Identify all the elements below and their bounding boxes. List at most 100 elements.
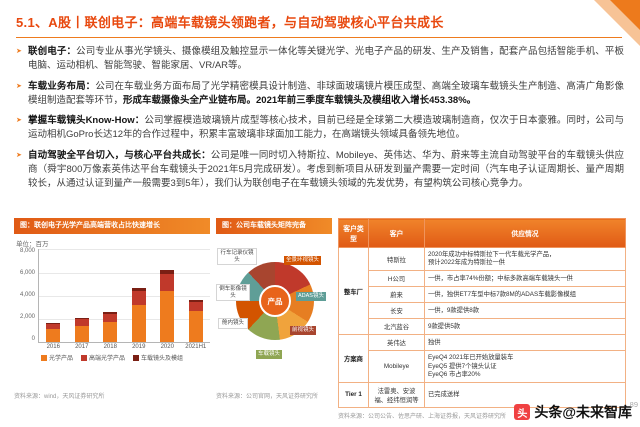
- table-header-cell: 客户: [368, 218, 425, 248]
- bar-2016: [46, 249, 61, 343]
- supply-cell: 独供: [424, 334, 626, 352]
- bar-series: [39, 249, 210, 343]
- watermark: 头 头条@未来智库: [514, 402, 632, 422]
- supply-line: 预计2022年成为特斯拉一供: [428, 259, 505, 267]
- bullet-item: ➤ 自动驾驶全平台切入，与核心平台共成长：公司是唯一同时切入特斯拉、Mobiley…: [16, 149, 624, 192]
- table-row: 整车厂 特斯拉 2020年成功中标特斯拉下一代车载光学产品， 预计2022年成为特斯拉…: [338, 246, 626, 336]
- bullet-text: 公司专业从事光学镜头、摄像模组及触控显示一体化等关键光学、光电子产品的研发、生产…: [28, 46, 624, 72]
- supply-line: EyeQ6 市占率20%: [428, 370, 481, 378]
- client-cell: 特斯拉: [368, 246, 425, 272]
- bar-2019: [131, 249, 146, 343]
- bullet-text: 车载业务布局：: [28, 80, 96, 92]
- table-row: H公司 一供，市占率74%份额；中标多款高端车载镜头一供: [339, 270, 626, 288]
- bullet-arrow-icon: ➤: [16, 151, 22, 159]
- source-note: 资料来源：wind，天风证券研究所: [14, 394, 105, 400]
- supply-cell: EyeQ4 2021年已开始放量装车 EyeQ5 提供7个镜头认证 EyeQ6 市占…: [424, 350, 626, 383]
- source-note: 资料来源：公司公告、佐思产研、上海证券报，天风证券研究所: [338, 413, 507, 420]
- bullet-text: 掌握车载镜头Know-How：: [28, 115, 145, 126]
- bullet-text: 联创电子：: [28, 46, 77, 57]
- title-divider: [16, 37, 622, 38]
- supply-cell: 一供，9款提供8款: [424, 302, 626, 320]
- supply-line: 9款提供5款: [428, 322, 461, 330]
- bullet-text: 公司在车载业务方面布局了光学精密模具设计制造、非球面玻璃镜片模压成型、高端全玻璃…: [28, 80, 624, 106]
- legend-label: 光学产品: [48, 356, 73, 363]
- pie-label-chip: 舱内镜头: [218, 318, 248, 329]
- legend-item: 光学产品: [40, 353, 73, 363]
- pie-chart-title: 图：公司车载镜头矩阵完备: [216, 218, 332, 235]
- pie-center-label: 产品: [259, 285, 291, 318]
- pie-chart-panel: 图：公司车载镜头矩阵完备 产品 行车记录仪镜头 倒车影像镜头舱内镜头车载镜头 全景环…: [216, 218, 332, 400]
- pie-label-chip: 全景环视镜头: [284, 256, 322, 265]
- pie-label-chip: 行车记录仪镜头: [217, 248, 257, 266]
- supply-table: 客户类型 客户 供应情况 整车厂 特斯拉 2020年成功中标特斯拉下一代车载光学产品， 预计…: [338, 218, 626, 408]
- pie-label-chip: 倒车影像镜头: [216, 284, 250, 302]
- x-tick-label: 2018: [103, 344, 117, 351]
- supply-line: 已完成送样: [428, 390, 460, 398]
- pie-label-chip: 车载镜头: [256, 350, 283, 359]
- x-tick-label: 2016: [46, 344, 60, 351]
- bar-chart-panel: 图：联创电子光学产品高端营收占比快速增长 单位：百万 8,000 6,000 4,0…: [14, 218, 210, 400]
- supply-cell: 一供，独供ET7车型中标7款8M的ADAS车载影像模组: [424, 286, 626, 304]
- supply-cell: 已完成送样: [424, 381, 626, 408]
- supply-line: 一供，独供ET7车型中标7款8M的ADAS车载影像模组: [428, 290, 576, 298]
- supply-line: 一供，市占率74%份额；中标多款高端车载镜头一供: [428, 274, 573, 282]
- y-tick-label: 8,000: [19, 248, 35, 255]
- x-tick-label: 2021H1: [185, 344, 207, 351]
- legend-swatch-icon: [133, 354, 139, 361]
- client-type-cell: 方案商: [338, 334, 369, 383]
- plot-area: [38, 249, 210, 344]
- bar-chart-title: 图：联创电子光学产品高端营收占比快速增长: [14, 218, 210, 235]
- legend-swatch-icon: [80, 354, 87, 361]
- legend-label: 车载镜头及模组: [141, 356, 184, 363]
- client-type-cell: Tier 1: [338, 381, 369, 408]
- pie-chart: 产品 行车记录仪镜头 倒车影像镜头舱内镜头车载镜头 全景环视镜头 ADAS镜头前视镜头: [216, 234, 332, 388]
- client-cell: 法雷奥、安波福、经纬恒润等: [368, 381, 425, 408]
- table-row: Tier 1 法雷奥、安波福、经纬恒润等 已完成送样: [338, 381, 626, 408]
- supply-cell: 一供，市占率74%份额；中标多款高端车载镜头一供: [424, 270, 626, 288]
- bullet-arrow-icon: ➤: [16, 82, 22, 90]
- x-tick-label: 2020: [160, 344, 174, 351]
- slide-header: 5.1、A股丨联创电子：高端车载镜头领跑者，与自动驾驶核心平台共成长: [0, 0, 640, 38]
- legend-item: 车载镜头及模组: [133, 353, 183, 362]
- table-row: 长安 一供，9款提供8款: [339, 302, 626, 320]
- legend-swatch-icon: [40, 354, 47, 361]
- bullet-item: ➤ 掌握车载镜头Know-How：公司掌握模造玻璃镜片成型等核心技术，目前已经是全…: [16, 114, 624, 143]
- bullet-arrow-icon: ➤: [16, 48, 22, 55]
- supply-line: 独供: [428, 338, 441, 346]
- pie-label-chip: ADAS镜头: [296, 292, 326, 301]
- y-tick-label: 4,000: [19, 292, 35, 299]
- bullet-text: 自动驾驶全平台切入，与核心平台共成长：: [28, 149, 211, 161]
- table-header-cell: 客户类型: [338, 218, 369, 248]
- y-tick-label: 0: [31, 336, 35, 343]
- client-cell: Mobileye: [368, 350, 425, 383]
- bar-2021H1: [188, 249, 203, 343]
- pie-label-chip: 前视镜头: [290, 326, 317, 335]
- supply-line: EyeQ5 提供7个镜头认证: [428, 362, 497, 370]
- bullet-item: ➤ 联创电子：公司专业从事光学镜头、摄像模组及触控显示一体化等关键光学、光电子产品…: [16, 45, 624, 74]
- source-note: 资料来源：公司官网，天风证券研究所: [216, 394, 319, 400]
- client-cell: H公司: [368, 270, 425, 288]
- x-axis-labels: 2016 2017 2018 2019 2020 2021H1: [39, 343, 210, 350]
- client-cell: 英伟达: [368, 334, 425, 352]
- page-number: 89: [629, 400, 638, 409]
- bar-2017: [74, 249, 89, 343]
- bar-2018: [103, 249, 118, 343]
- supply-cell: 2020年成功中标特斯拉下一代车载光学产品， 预计2022年成为特斯拉一供: [424, 246, 626, 272]
- watermark-text: 头条@未来智库: [534, 404, 632, 420]
- bullet-arrow-icon: ➤: [16, 117, 22, 124]
- chart-legend: 光学产品 高端光学产品 车载镜头及模组: [14, 353, 210, 362]
- page-title: 5.1、A股丨联创电子：高端车载镜头领跑者，与自动驾驶核心平台共成长: [16, 15, 444, 30]
- bar-chart: 8,000 6,000 4,000 2,000 0: [14, 248, 210, 344]
- y-axis: 8,000 6,000 4,000 2,000 0: [14, 248, 38, 343]
- legend-label: 高端光学产品: [88, 356, 125, 363]
- bullet-list: ➤ 联创电子：公司专业从事光学镜头、摄像模组及触控显示一体化等关键光学、光电子产品…: [0, 38, 640, 191]
- toutiao-logo-icon: 头: [514, 404, 531, 420]
- bar-2020: [160, 249, 175, 343]
- supply-line: 2020年成功中标特斯拉下一代车载光学产品，: [428, 251, 556, 258]
- bullet-text: 公司掌握模造玻璃镜片成型等核心技术，目前已经是全球第二大模造玻璃制造商，仅次于日…: [28, 115, 624, 141]
- client-type-cell: 整车厂: [338, 246, 369, 336]
- supply-line: 一供，9款提供8款: [428, 306, 480, 314]
- bullet-item: ➤ 车载业务布局：公司在车载业务方面布局了光学精密模具设计制造、非球面玻璃镜片模压…: [16, 80, 624, 109]
- x-tick-label: 2017: [75, 344, 89, 351]
- supply-table-panel: 客户类型 客户 供应情况 整车厂 特斯拉 2020年成功中标特斯拉下一代车载光学产品， 预计…: [338, 218, 626, 420]
